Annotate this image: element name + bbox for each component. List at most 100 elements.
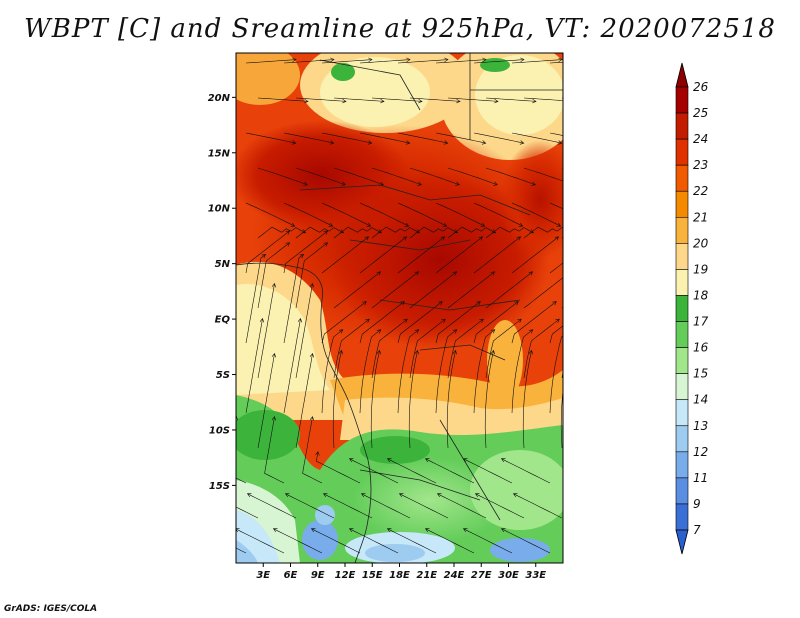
streamline-arrow xyxy=(376,271,382,276)
colorbar-segment xyxy=(675,216,689,244)
streamline-arrow xyxy=(261,254,266,259)
streamline-arrow xyxy=(569,182,573,186)
streamline-arrow xyxy=(246,493,252,498)
streamline xyxy=(523,97,563,101)
colorbar-label: 18 xyxy=(693,288,709,302)
streamline xyxy=(245,59,297,64)
streamline-arrow xyxy=(341,181,346,186)
streamline-arrow xyxy=(271,416,277,421)
lat-tick-label: 10S xyxy=(209,425,230,436)
streamline-arrow xyxy=(607,182,611,186)
lat-tick-label: 15N xyxy=(208,148,231,159)
colorbar-segment xyxy=(675,86,689,114)
streamline xyxy=(523,226,563,239)
colorbar-label: 25 xyxy=(693,106,708,120)
streamline xyxy=(485,97,537,102)
streamline-arrow xyxy=(285,230,291,235)
lon-tick-label: 21E xyxy=(416,570,437,581)
streamline-arrow xyxy=(494,98,499,104)
streamline-arrow xyxy=(362,301,367,306)
streamline-arrow xyxy=(417,181,422,186)
streamline-arrow xyxy=(456,98,461,104)
streamline xyxy=(361,493,411,519)
streamline-arrow xyxy=(531,181,536,186)
streamline xyxy=(387,458,437,484)
streamline-arrow xyxy=(315,451,320,456)
streamline xyxy=(447,271,495,309)
streamline xyxy=(247,493,297,519)
streamline-arrow xyxy=(452,329,458,334)
streamline xyxy=(409,97,461,102)
colorbar-label: 19 xyxy=(693,262,708,276)
streamline xyxy=(485,318,522,379)
streamline-arrow xyxy=(348,528,354,533)
streamline xyxy=(359,59,411,64)
streamline xyxy=(333,167,384,186)
colorbar-label: 23 xyxy=(693,158,708,172)
streamline-arrow xyxy=(322,493,328,498)
lon-tick-label: 18E xyxy=(389,570,410,581)
streamline-arrow xyxy=(567,272,571,276)
streamline xyxy=(359,202,409,227)
streamline-arrow xyxy=(379,181,384,186)
streamline xyxy=(359,236,407,274)
streamline xyxy=(397,132,448,144)
streamline xyxy=(349,528,399,554)
streamline xyxy=(473,301,519,344)
streamline-arrow xyxy=(517,318,522,323)
streamline-arrow xyxy=(593,237,597,241)
streamline xyxy=(549,325,563,344)
streamline xyxy=(549,335,563,414)
colorbar-label: 14 xyxy=(693,393,708,407)
streamline-arrow xyxy=(462,528,468,533)
streamline xyxy=(523,167,563,182)
streamline-arrow xyxy=(443,140,449,145)
streamline-arrow xyxy=(406,57,411,62)
streamline-arrow xyxy=(376,329,382,334)
streamline-arrow xyxy=(436,493,442,498)
streamline xyxy=(397,202,447,227)
colorbar-label: 9 xyxy=(693,497,701,511)
streamline xyxy=(511,132,562,144)
streamline xyxy=(435,301,481,344)
colorbar-segment xyxy=(675,243,689,270)
streamline xyxy=(371,226,420,239)
colorbar-label: 24 xyxy=(693,132,708,146)
streamline xyxy=(257,167,308,186)
streamline xyxy=(333,97,385,102)
streamline xyxy=(447,97,499,102)
colorbar-top-arrow xyxy=(675,62,689,88)
streamline xyxy=(511,301,557,344)
streamline xyxy=(283,254,304,344)
streamline xyxy=(245,132,296,144)
streamline xyxy=(463,458,513,484)
streamline-arrow xyxy=(403,318,408,323)
streamline-arrow xyxy=(493,181,498,186)
streamline-arrow xyxy=(342,98,347,104)
colorbar-segment xyxy=(675,477,689,505)
streamline xyxy=(302,416,323,484)
streamline xyxy=(321,301,367,344)
lat-tick-label: 10N xyxy=(208,204,231,215)
streamline-arrow xyxy=(376,349,381,355)
streamline xyxy=(333,271,381,309)
streamline xyxy=(435,59,487,64)
streamline-arrow xyxy=(518,222,524,227)
streamline xyxy=(409,167,460,186)
colorbar-label: 16 xyxy=(693,341,709,355)
streamline xyxy=(371,97,423,102)
streamline-arrow xyxy=(441,318,446,323)
lon-tick-label: 33E xyxy=(525,570,546,581)
streamline-arrow xyxy=(438,301,443,306)
streamline xyxy=(485,167,536,186)
colorbar-segment xyxy=(675,190,689,218)
streamline-arrow xyxy=(490,349,495,355)
lon-tick-label: 30E xyxy=(498,570,519,581)
streamline xyxy=(463,528,513,554)
lat-tick-label: 20N xyxy=(208,93,231,104)
streamline xyxy=(397,329,419,414)
coastline-borders xyxy=(236,53,563,563)
streamline-arrow xyxy=(554,236,560,241)
streamline-arrow xyxy=(478,236,484,241)
